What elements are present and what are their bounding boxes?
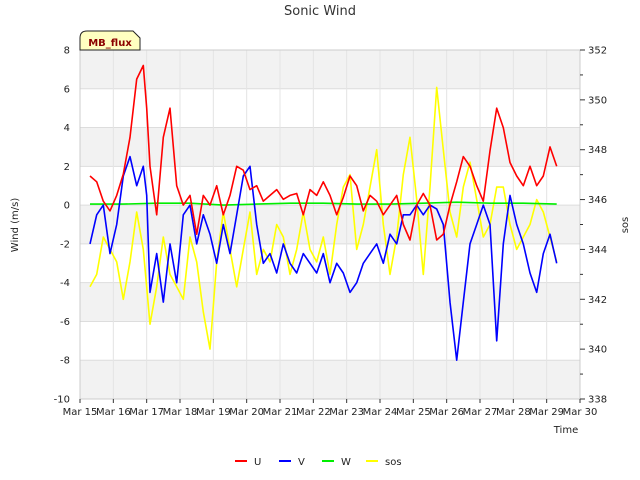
legend-label-w: W: [341, 457, 351, 468]
x-tick-label: Mar 27: [463, 407, 498, 418]
x-tick-label: Mar 30: [563, 407, 598, 418]
series-layer: [89, 64, 558, 362]
y2-tick-label: 348: [588, 145, 607, 156]
series-line-w: [90, 201, 557, 206]
y-tick-label: 6: [64, 84, 70, 95]
x-tick-label: Mar 17: [129, 407, 164, 418]
x-tick-label: Mar 28: [496, 407, 531, 418]
legend-label-v: V: [298, 457, 305, 468]
x-tick-label: Mar 24: [363, 407, 398, 418]
y-tick-label: -2: [60, 239, 70, 250]
y2-tick-label: 340: [588, 345, 607, 356]
band: [80, 205, 580, 244]
y2-tick-label: 342: [588, 295, 607, 306]
x-tick-label: Mar 20: [229, 407, 264, 418]
background-bands: [80, 50, 580, 399]
y-tick-label: 4: [64, 123, 70, 134]
y2-tick-label: 352: [588, 46, 607, 57]
legend-label-sos: sos: [385, 457, 402, 468]
y2-tick-label: 344: [588, 245, 607, 256]
y-axis-title: Wind (m/s): [10, 198, 21, 253]
band: [80, 360, 580, 399]
y-axis-right: 338 340 342 344 346 348 350 352: [580, 46, 607, 406]
x-tick-label: Mar 16: [96, 407, 131, 418]
y-tick-label: -10: [54, 395, 70, 406]
x-tick-label: Mar 15: [63, 407, 98, 418]
legend-label-u: U: [254, 457, 261, 468]
chart-title: Sonic Wind: [284, 4, 356, 19]
y-tick-label: -4: [60, 278, 70, 289]
y2-tick-label: 346: [588, 195, 607, 206]
y-tick-label: 8: [64, 46, 70, 57]
mb-flux-badge: MB_flux: [79, 30, 141, 51]
y2-tick-label: 350: [588, 95, 607, 106]
x-tick-label: Mar 22: [296, 407, 331, 418]
y-tick-label: 2: [64, 162, 70, 173]
badge-shape: [79, 30, 141, 51]
x-tick-label: Mar 26: [429, 407, 464, 418]
band: [80, 282, 580, 322]
series-line-u: [89, 64, 558, 241]
x-tick-label: Mar 29: [529, 407, 564, 418]
badge-label: MB_flux: [88, 38, 132, 49]
y-tick-label: -8: [60, 356, 70, 367]
x-tick-label: Mar 19: [196, 407, 231, 418]
x-axis-title: Time: [553, 425, 578, 436]
y-tick-label: -6: [60, 317, 70, 328]
x-tick-label: Mar 21: [263, 407, 298, 418]
x-tick-label: Mar 25: [396, 407, 431, 418]
band: [80, 50, 580, 89]
y-axis-left: -10 -8 -6 -4 -2 0 2 4 6 8: [54, 46, 70, 406]
x-tick-label: Mar 18: [163, 407, 198, 418]
series-line-v: [89, 155, 558, 362]
y2-tick-label: 338: [588, 395, 607, 406]
y2-axis-title: sos: [620, 217, 631, 234]
x-tick-label: Mar 23: [329, 407, 364, 418]
y-tick-label: 0: [64, 201, 70, 212]
